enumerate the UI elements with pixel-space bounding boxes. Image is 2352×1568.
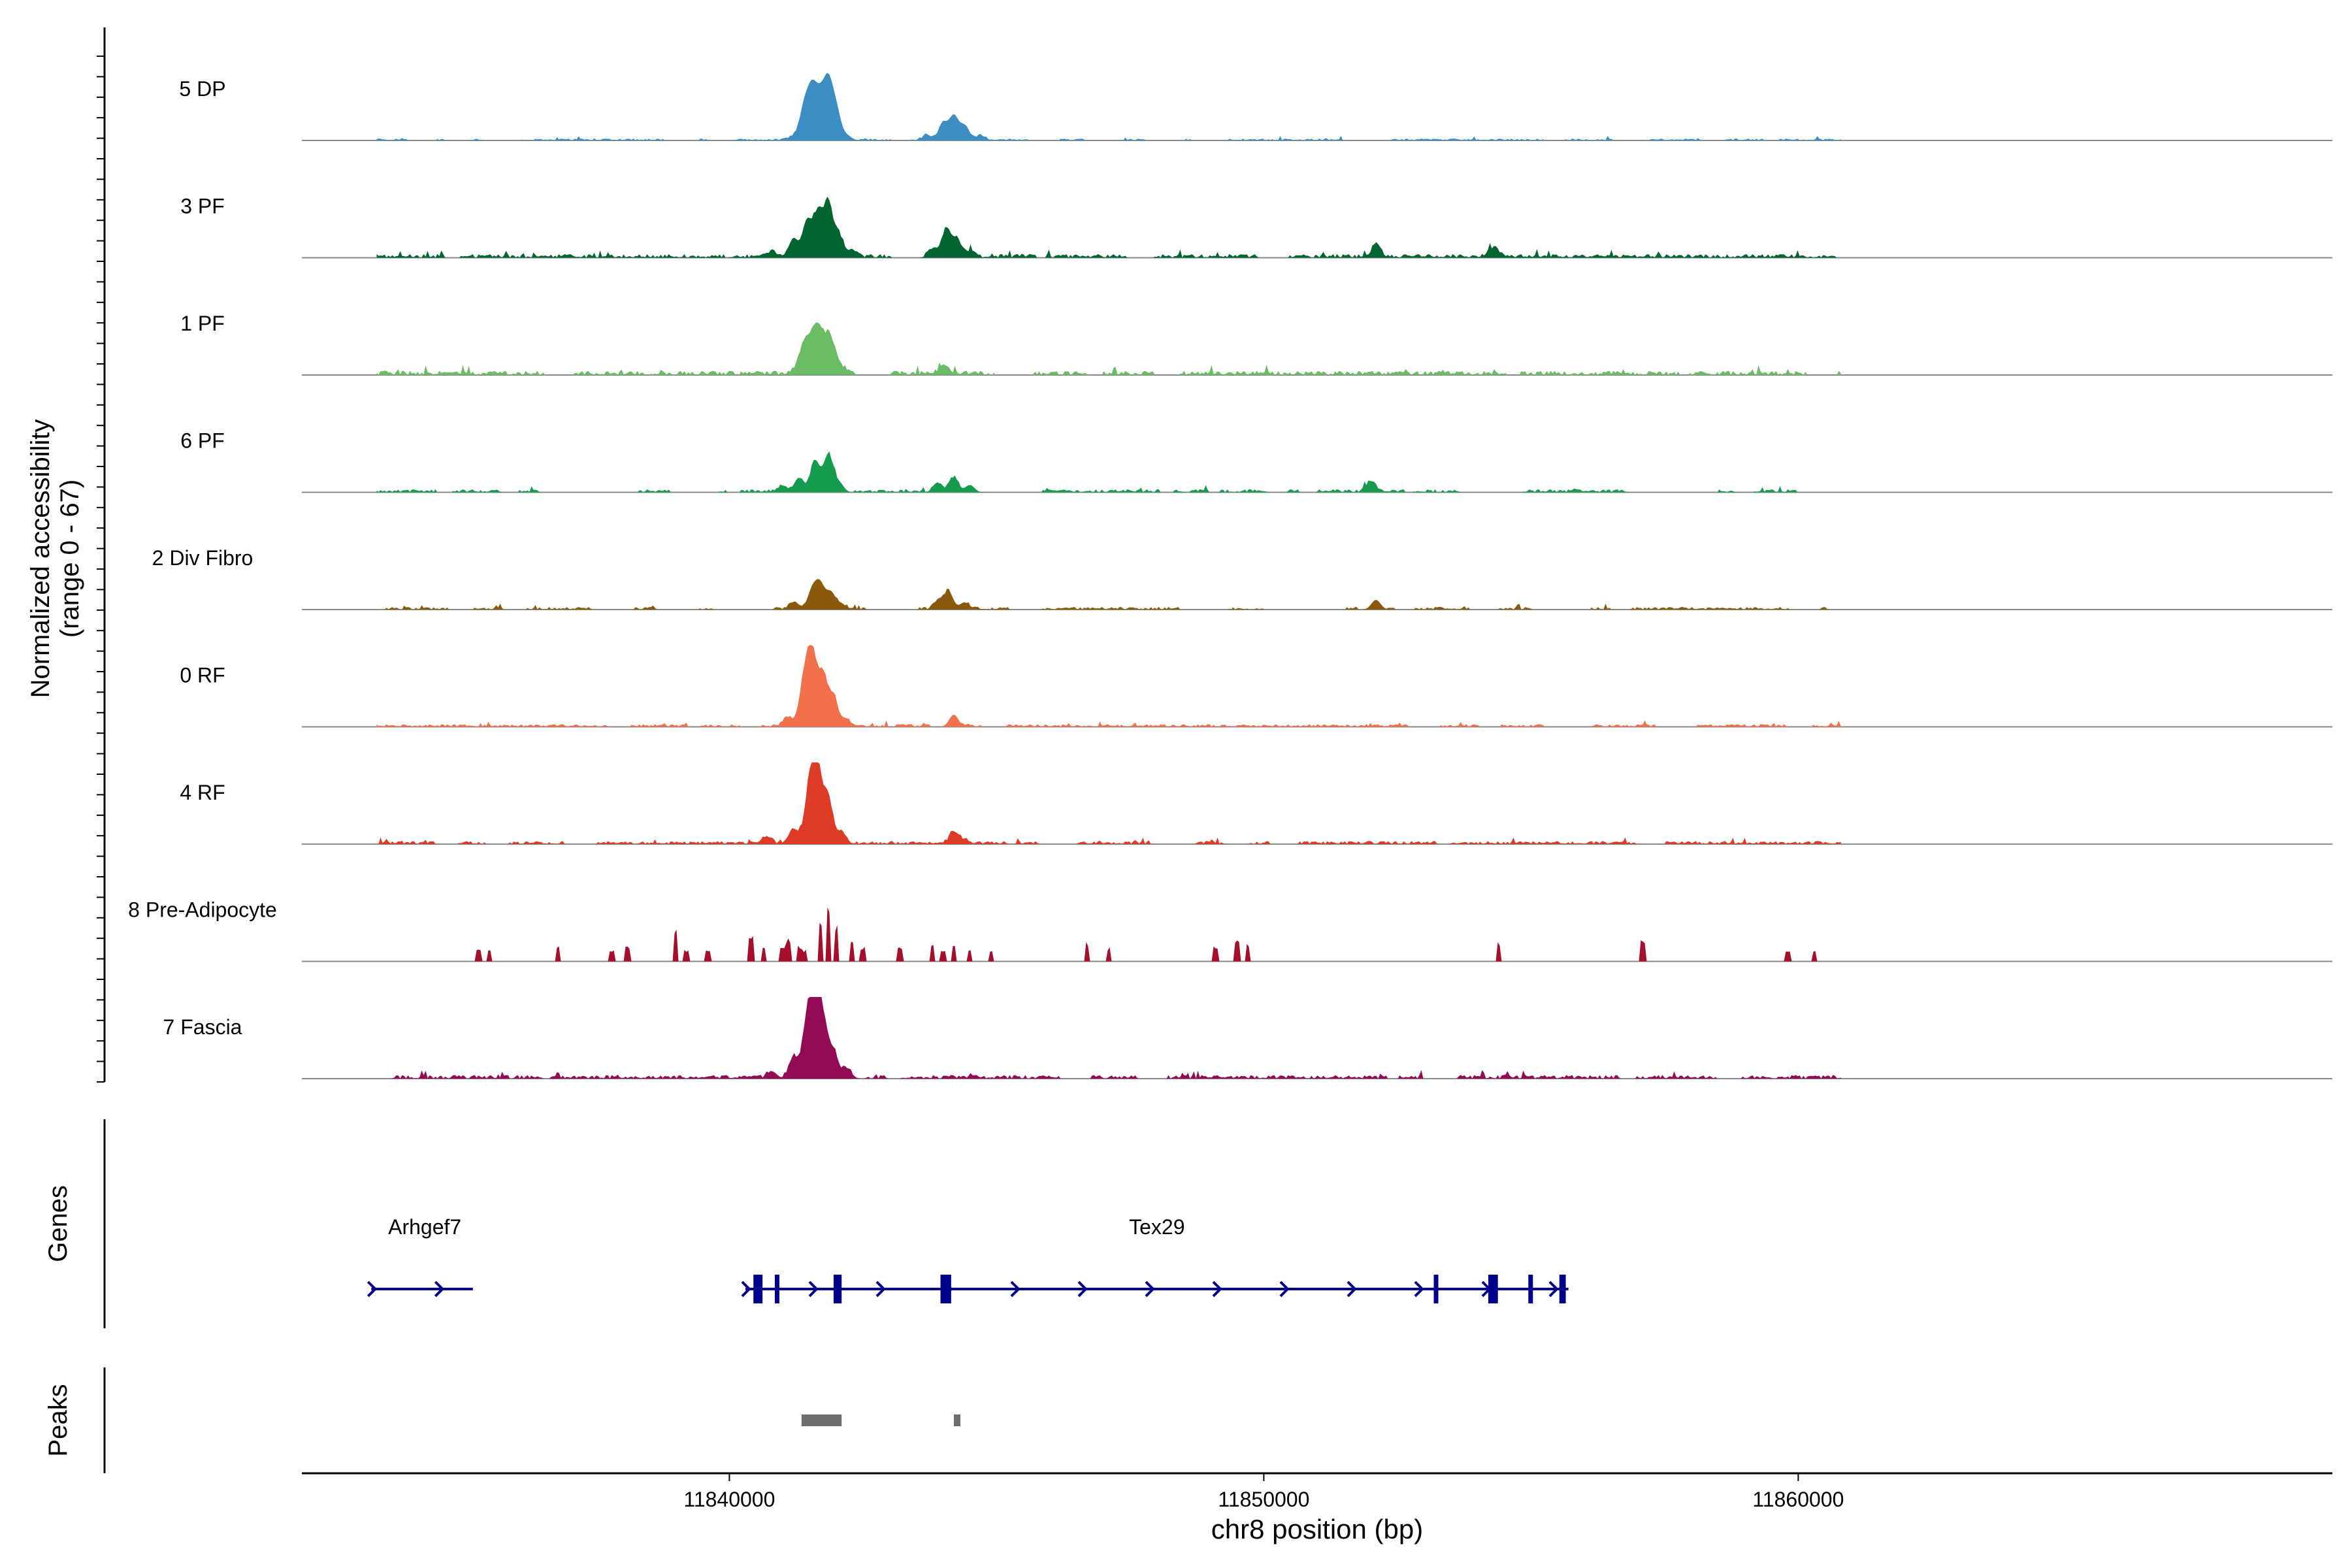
track-label: 2 Div Fibro bbox=[152, 546, 253, 570]
peak-region bbox=[953, 1414, 960, 1426]
coverage-tracks: 5 DP 3 PF 1 PF 6 PF 2 Div Fibro 0 RF 4 RF 8 Pre… bbox=[128, 73, 2332, 1079]
track-5-dp: 5 DP bbox=[179, 73, 2332, 141]
strand-arrow bbox=[741, 1281, 751, 1298]
coverage-area bbox=[376, 645, 1841, 727]
y-axis-ticks bbox=[97, 27, 106, 1083]
strand-arrow bbox=[1010, 1281, 1021, 1298]
y-axis-label-line2: (range 0 - 67) bbox=[56, 480, 84, 638]
track-2-div-fibro: 2 Div Fibro bbox=[152, 546, 2332, 610]
exon bbox=[833, 1275, 842, 1303]
x-axis-label: chr8 position (bp) bbox=[1211, 1514, 1424, 1544]
strand-arrow bbox=[1212, 1281, 1222, 1298]
track-label: 7 Fascia bbox=[163, 1015, 242, 1039]
exon bbox=[774, 1275, 779, 1303]
strand-arrow bbox=[808, 1281, 819, 1298]
exon bbox=[1528, 1275, 1533, 1303]
x-tick-label: 11840000 bbox=[683, 1488, 775, 1511]
gene-label: Arhgef7 bbox=[388, 1215, 461, 1239]
track-label: 5 DP bbox=[179, 77, 225, 101]
exon bbox=[753, 1275, 763, 1303]
strand-arrow bbox=[1347, 1281, 1357, 1298]
coverage-area bbox=[376, 907, 1841, 962]
x-tick-label: 11850000 bbox=[1218, 1488, 1309, 1511]
genes-panel: Genes Arhgef7 Tex29 bbox=[44, 1119, 1569, 1328]
peak-region bbox=[801, 1414, 842, 1426]
strand-arrow bbox=[1548, 1281, 1559, 1298]
x-tick-label: 11860000 bbox=[1752, 1488, 1844, 1511]
genes-panel-label: Genes bbox=[44, 1185, 73, 1262]
strand-arrow bbox=[434, 1281, 445, 1298]
exon bbox=[1488, 1275, 1498, 1303]
coverage-area bbox=[376, 762, 1841, 844]
coverage-area bbox=[376, 997, 1841, 1079]
coverage-area bbox=[376, 579, 1841, 610]
track-8-pre-adipocyte: 8 Pre-Adipocyte bbox=[128, 898, 2332, 962]
track-label: 6 PF bbox=[180, 429, 225, 453]
track-label: 3 PF bbox=[180, 195, 225, 218]
track-4-rf: 4 RF bbox=[180, 762, 2332, 845]
exon bbox=[940, 1275, 951, 1303]
track-label: 4 RF bbox=[180, 781, 225, 804]
strand-arrow bbox=[875, 1281, 886, 1298]
coverage-area bbox=[376, 196, 1841, 258]
gene-arhgef7: Arhgef7 bbox=[367, 1215, 473, 1298]
x-axis: 11840000 11850000 11860000 bbox=[302, 1472, 2332, 1511]
strand-arrow bbox=[367, 1281, 378, 1298]
track-0-rf: 0 RF bbox=[180, 645, 2332, 728]
track-1-pf: 1 PF bbox=[180, 312, 2332, 376]
peaks-panel: Peaks bbox=[44, 1367, 960, 1473]
track-label: 8 Pre-Adipocyte bbox=[128, 898, 277, 922]
strand-arrow bbox=[1077, 1281, 1088, 1298]
track-6-pf: 6 PF bbox=[180, 429, 2332, 493]
exon bbox=[1559, 1275, 1566, 1303]
track-label: 0 RF bbox=[180, 664, 225, 687]
gene-tex29: Tex29 bbox=[741, 1215, 1569, 1303]
strand-arrow bbox=[1145, 1281, 1155, 1298]
coverage-area bbox=[376, 451, 1841, 493]
track-label: 1 PF bbox=[180, 312, 225, 335]
gene-label: Tex29 bbox=[1129, 1215, 1184, 1239]
exon bbox=[1433, 1275, 1439, 1303]
y-axis-label-line1: Normalized accessibility bbox=[26, 419, 55, 698]
peaks-panel-label: Peaks bbox=[44, 1384, 73, 1456]
track-3-pf: 3 PF bbox=[180, 195, 2332, 259]
strand-arrow bbox=[1279, 1281, 1290, 1298]
strand-arrow bbox=[1414, 1281, 1424, 1298]
coverage-area bbox=[376, 322, 1841, 375]
track-7-fascia: 7 Fascia bbox=[163, 997, 2332, 1079]
coverage-area bbox=[376, 73, 1841, 140]
